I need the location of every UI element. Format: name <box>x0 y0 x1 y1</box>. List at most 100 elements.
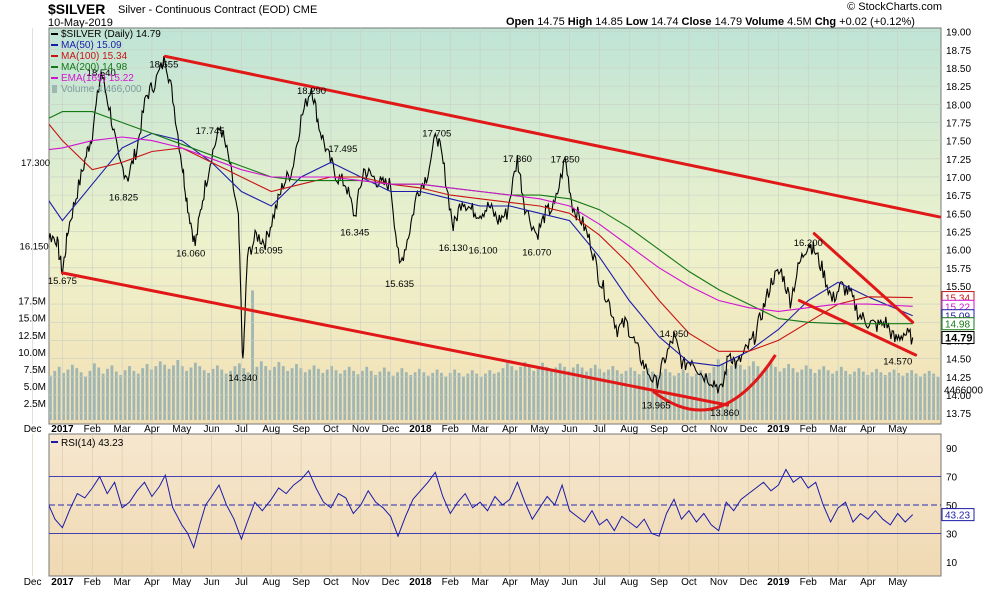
volume-bar <box>633 370 637 420</box>
volume-bar <box>883 375 887 420</box>
volume-bar <box>558 363 562 420</box>
volume-bar <box>255 366 259 420</box>
volume-bar <box>303 372 307 420</box>
value-tag-label: 14.98 <box>945 320 970 331</box>
x-tick-label-bottom: Apr <box>860 577 876 588</box>
price-annotation: 18.655 <box>149 60 178 71</box>
volume-bar <box>813 372 817 420</box>
x-tick-label-top: May <box>172 424 191 435</box>
volume-bar <box>369 370 373 420</box>
high-value: 14.85 <box>595 16 623 28</box>
volume-bar <box>79 372 83 420</box>
upper-channel-line <box>163 54 941 219</box>
x-tick-label-bottom: Jul <box>235 577 248 588</box>
x-tick-label-top: Nov <box>352 424 370 435</box>
volume-bar <box>242 368 246 420</box>
price-annotation: 14.950 <box>659 329 688 340</box>
volume-bar <box>589 368 593 420</box>
price-tick-label: 17.25 <box>946 155 971 166</box>
volume-bar <box>321 372 325 420</box>
price-annotation: 17.705 <box>422 129 451 140</box>
volume-bar <box>712 366 716 420</box>
x-tick-label-top: Sep <box>292 424 310 435</box>
price-tick-label: 16.00 <box>946 246 971 257</box>
volume-bar <box>629 367 632 420</box>
price-legend-entry: MA(50) 15.09 <box>61 40 122 51</box>
price-annotation: 17.350 <box>551 155 580 166</box>
volume-bar <box>602 372 606 420</box>
price-tick-label: 17.00 <box>946 173 971 184</box>
volume-bar <box>378 371 382 420</box>
volume-bar <box>211 368 215 420</box>
volume-bar <box>848 374 852 420</box>
x-tick-label-bottom: Jun <box>562 577 578 588</box>
x-tick-label-bottom: Feb <box>84 577 102 588</box>
x-tick-label-bottom: 2018 <box>409 577 432 588</box>
x-tick-label-bottom: Mar <box>471 577 489 588</box>
volume-bar <box>246 372 250 420</box>
volume-bar <box>475 373 479 420</box>
volume-bar <box>141 368 145 420</box>
x-tick-label-top: Apr <box>502 424 518 435</box>
x-tick-label-top: Dec <box>740 424 758 435</box>
volume-bar <box>233 366 237 420</box>
price-annotation: 14.340 <box>228 373 257 384</box>
volume-bar <box>360 370 364 420</box>
price-tick-label: 17.50 <box>946 137 971 148</box>
rsi-tick-label: 90 <box>946 444 958 455</box>
volume-bar <box>176 360 180 420</box>
volume-bar <box>738 364 742 420</box>
rsi-line <box>49 468 914 550</box>
price-panel <box>48 27 942 425</box>
volume-bar <box>207 372 210 420</box>
volume-bar <box>861 371 865 420</box>
volume-bar <box>774 366 777 420</box>
volume-bar <box>505 362 509 420</box>
volume-bar <box>936 377 940 420</box>
x-tick-label-top: Dec <box>382 424 400 435</box>
x-tick-label-top: Feb <box>84 424 102 435</box>
volume-tick-label: 12.5M <box>18 331 46 342</box>
x-tick-label-top: Dec <box>24 424 42 435</box>
volume-bar <box>396 372 399 420</box>
volume-bar <box>672 375 676 420</box>
volume-bar <box>549 370 553 420</box>
volume-bar <box>510 366 514 420</box>
volume-tick-label: 7.5M <box>24 365 46 376</box>
x-tick-label-top: Aug <box>262 424 280 435</box>
volume-bar <box>567 370 571 420</box>
price-annotation: 15.675 <box>48 276 77 287</box>
x-tick-label-bottom: Nov <box>710 577 728 588</box>
volume-bar <box>585 371 588 420</box>
instrument-name: Silver - Continuous Contract (EOD) CME <box>118 4 318 16</box>
x-tick-label-bottom: 2017 <box>51 577 74 588</box>
x-tick-label-top: Feb <box>442 424 460 435</box>
x-tick-label-top: Mar <box>471 424 489 435</box>
chg-value: +0.02 (+0.12%) <box>839 16 915 28</box>
volume-bar <box>185 370 189 420</box>
x-tick-label-top: Sep <box>650 424 668 435</box>
open-value: 14.75 <box>537 16 565 28</box>
x-tick-label-bottom: Mar <box>829 577 847 588</box>
volume-bar <box>404 372 408 420</box>
price-tick-label: 16.25 <box>946 227 971 238</box>
ma-line-ema-165- <box>49 136 913 312</box>
price-line <box>49 55 914 394</box>
volume-tick-label: 17.5M <box>18 297 46 308</box>
volume-bar <box>545 366 549 420</box>
volume-bar <box>694 373 698 420</box>
volume-bar <box>501 368 505 420</box>
volume-bar <box>492 373 496 420</box>
price-annotation: 17.495 <box>328 144 357 155</box>
volume-bar <box>523 362 527 420</box>
price-legend-entry: $SILVER (Daily) 14.79 <box>61 29 161 40</box>
x-tick-label-top: Jun <box>562 424 578 435</box>
volume-bar <box>295 364 298 420</box>
volume-bar <box>769 362 773 420</box>
volume-bar <box>857 368 861 420</box>
volume-bar <box>484 373 487 420</box>
volume-bar <box>88 370 92 420</box>
volume-bar <box>84 376 87 420</box>
volume-bar <box>747 366 751 420</box>
